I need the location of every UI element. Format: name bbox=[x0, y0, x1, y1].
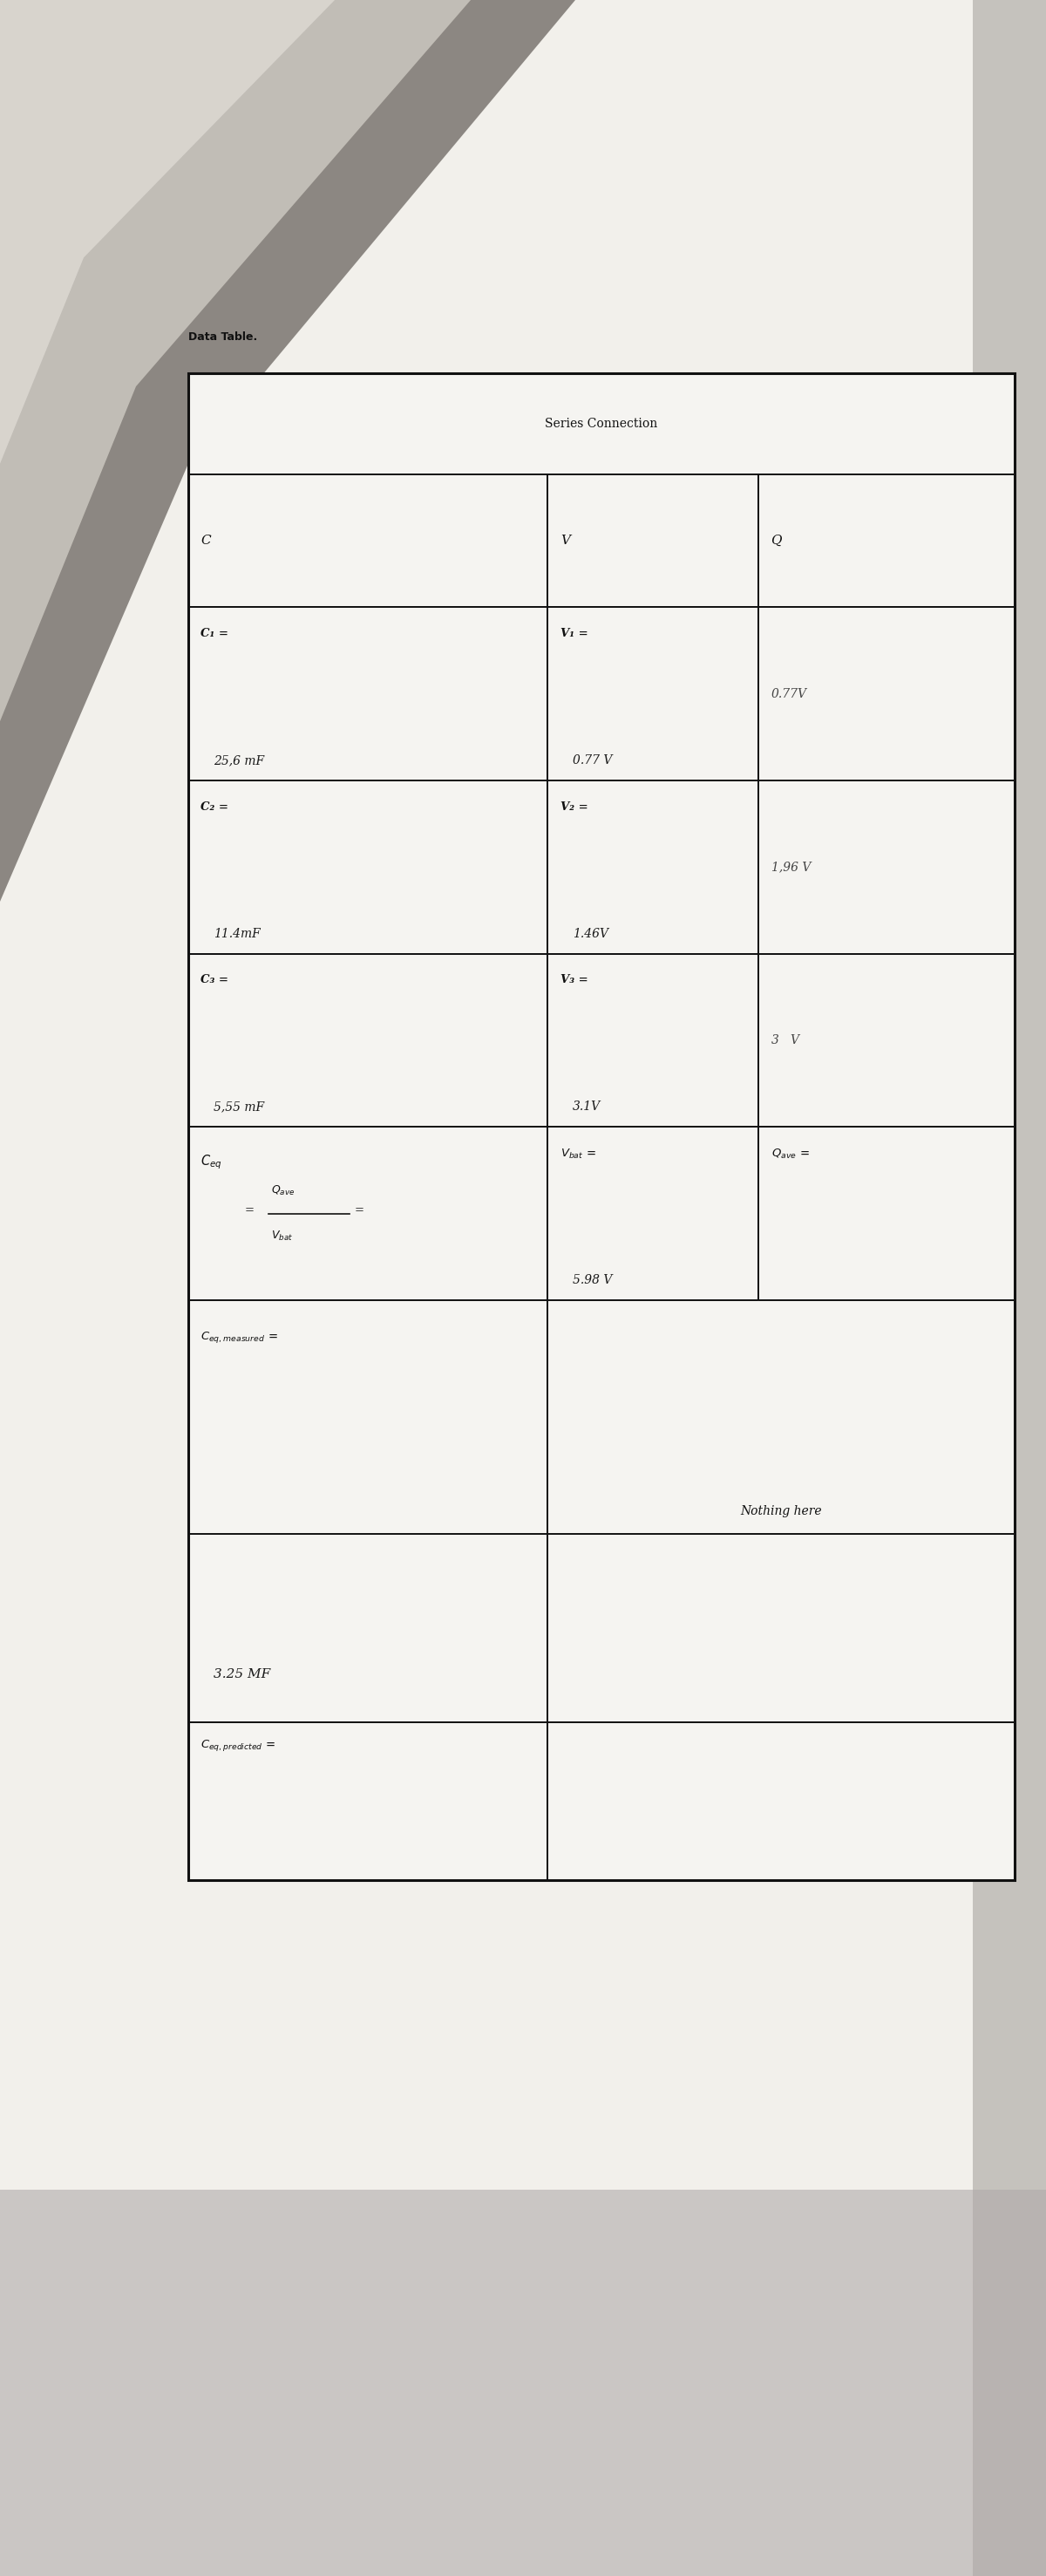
Text: =: = bbox=[355, 1206, 364, 1216]
FancyBboxPatch shape bbox=[0, 2190, 1046, 2576]
FancyBboxPatch shape bbox=[973, 0, 1046, 2576]
Bar bbox=[188, 374, 1015, 474]
Bar bbox=[188, 1128, 548, 1301]
Text: $V_{bat}$ =: $V_{bat}$ = bbox=[561, 1149, 596, 1162]
Bar bbox=[548, 1128, 758, 1301]
Bar bbox=[548, 781, 758, 953]
Text: C₁ =: C₁ = bbox=[201, 629, 229, 639]
Bar bbox=[758, 608, 1015, 781]
Text: V₂ =: V₂ = bbox=[561, 801, 588, 811]
Text: 0.77 V: 0.77 V bbox=[573, 755, 612, 768]
Text: 5.98 V: 5.98 V bbox=[573, 1275, 612, 1285]
Bar bbox=[188, 1723, 548, 1880]
Bar bbox=[548, 608, 758, 781]
Text: C₂ =: C₂ = bbox=[201, 801, 229, 811]
Text: C: C bbox=[201, 536, 211, 546]
Text: 0.77V: 0.77V bbox=[771, 688, 806, 701]
Bar bbox=[188, 781, 548, 953]
Text: C₃ =: C₃ = bbox=[201, 974, 229, 987]
Bar bbox=[188, 953, 548, 1128]
Polygon shape bbox=[0, 0, 471, 721]
Bar bbox=[188, 374, 1015, 1880]
Text: 3   V: 3 V bbox=[771, 1033, 799, 1046]
Text: 25,6 mF: 25,6 mF bbox=[213, 755, 264, 768]
Polygon shape bbox=[0, 0, 575, 902]
Text: $Q_{ave}$ =: $Q_{ave}$ = bbox=[771, 1149, 810, 1162]
Text: 3.1V: 3.1V bbox=[573, 1100, 600, 1113]
Bar bbox=[548, 953, 758, 1128]
Text: Q: Q bbox=[771, 536, 782, 546]
Bar bbox=[758, 1128, 1015, 1301]
Bar bbox=[188, 1301, 548, 1723]
Bar bbox=[758, 474, 1015, 608]
Text: $V_{bat}$: $V_{bat}$ bbox=[271, 1229, 293, 1242]
Text: $C_{eq,measured}$ =: $C_{eq,measured}$ = bbox=[201, 1329, 278, 1345]
Bar bbox=[188, 474, 548, 608]
Text: 5,55 mF: 5,55 mF bbox=[213, 1100, 264, 1113]
Bar bbox=[548, 1301, 1015, 1723]
Bar bbox=[188, 608, 548, 781]
Text: Nothing here: Nothing here bbox=[741, 1504, 822, 1517]
Bar bbox=[548, 474, 758, 608]
Text: $Q_{ave}$: $Q_{ave}$ bbox=[271, 1185, 295, 1198]
Text: V: V bbox=[561, 536, 570, 546]
Text: V₁ =: V₁ = bbox=[561, 629, 588, 639]
Text: 1.46V: 1.46V bbox=[573, 927, 609, 940]
Text: 3.25 MF: 3.25 MF bbox=[213, 1667, 270, 1680]
Text: 11.4mF: 11.4mF bbox=[213, 927, 260, 940]
Polygon shape bbox=[0, 0, 335, 464]
Text: $C_{eq,predicted}$ =: $C_{eq,predicted}$ = bbox=[201, 1739, 276, 1752]
Bar bbox=[758, 781, 1015, 953]
Text: 1,96 V: 1,96 V bbox=[771, 860, 811, 873]
Text: =: = bbox=[245, 1206, 254, 1216]
Text: $C_{eq}$: $C_{eq}$ bbox=[201, 1154, 223, 1172]
Text: Data Table.: Data Table. bbox=[188, 332, 257, 343]
Text: V₃ =: V₃ = bbox=[561, 974, 588, 987]
Text: Series Connection: Series Connection bbox=[545, 417, 658, 430]
Bar bbox=[548, 1723, 1015, 1880]
Bar bbox=[758, 953, 1015, 1128]
